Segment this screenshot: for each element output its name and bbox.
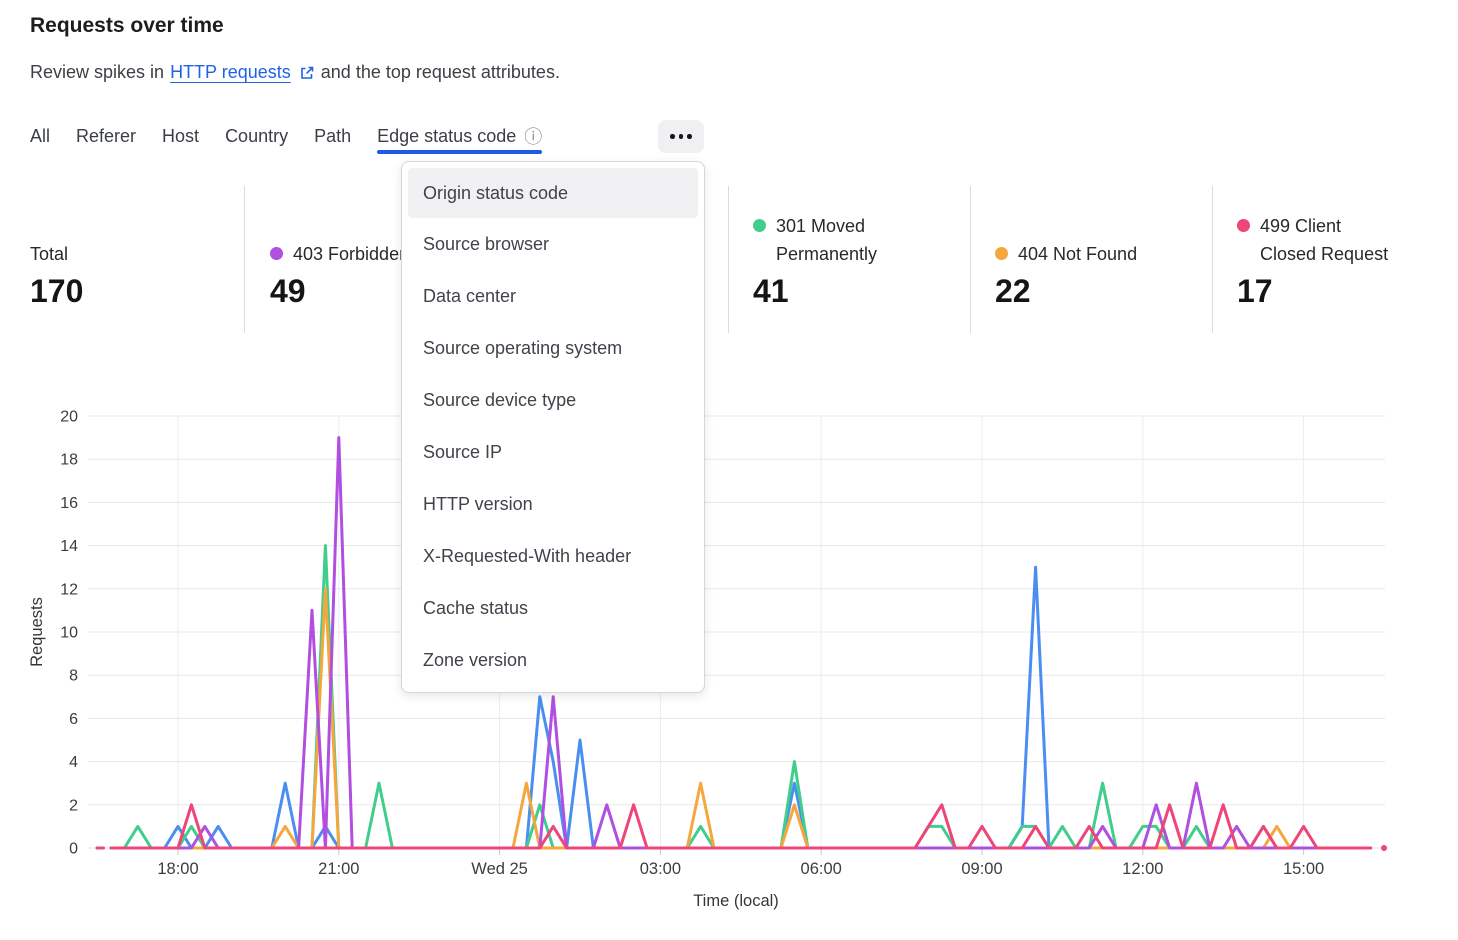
stat-value: 22 <box>995 273 1031 309</box>
dropdown-item-x-requested-with-header[interactable]: X-Requested-With header <box>423 546 632 566</box>
tab-referer[interactable]: Referer <box>76 125 137 146</box>
info-icon[interactable]: ⓘ <box>524 127 543 147</box>
tab-all[interactable]: All <box>30 125 51 146</box>
svg-text:0: 0 <box>69 841 78 858</box>
tab-country[interactable]: Country <box>225 125 289 146</box>
tab-path[interactable]: Path <box>314 125 352 146</box>
svg-text:20: 20 <box>60 409 78 426</box>
divider <box>244 186 245 333</box>
stat-label: Total <box>30 244 69 264</box>
stat-label: 404 Not Found <box>1018 244 1138 264</box>
legend-dot-404 <box>995 247 1008 260</box>
stat-value: 17 <box>1237 273 1273 309</box>
stat-total: Total 170 <box>30 198 260 312</box>
divider <box>1212 186 1213 333</box>
tab-host[interactable]: Host <box>162 125 200 146</box>
more-tabs-button[interactable] <box>658 120 704 153</box>
stat-label: 301 Moved Permanently <box>776 216 878 264</box>
legend-dot-499 <box>1237 219 1250 232</box>
dropdown-item-origin-status-code[interactable]: Origin status code <box>408 168 698 218</box>
stat-499-client-closed-request[interactable]: 499 Client Closed Request 17 <box>1237 198 1458 312</box>
page-title: Requests over time <box>30 14 224 37</box>
stat-404-not-found[interactable]: 404 Not Found 22 <box>995 198 1225 312</box>
svg-text:14: 14 <box>60 538 78 555</box>
subtitle-suffix: and the top request attributes. <box>320 62 560 82</box>
svg-text:18: 18 <box>60 452 78 469</box>
svg-text:06:00: 06:00 <box>801 860 842 878</box>
requests-time-series-chart: 0 2 4 6 8 10 12 14 16 18 20 18:00 21:00 Wed 25 03:00 06… <box>28 409 1387 910</box>
svg-text:16: 16 <box>60 495 78 512</box>
tab-edge-status-code[interactable]: Edge status code ⓘ <box>377 118 543 154</box>
stat-301-moved-permanently[interactable]: 301 Moved Permanently 41 <box>753 198 983 312</box>
stat-label: 403 Forbidden <box>293 244 410 264</box>
svg-text:03:00: 03:00 <box>640 860 681 878</box>
svg-text:6: 6 <box>69 711 78 728</box>
dropdown-item-data-center[interactable]: Data center <box>423 286 517 306</box>
subtitle: Review spikes in HTTP requests and the t… <box>30 62 560 83</box>
active-tab-underline <box>377 150 543 154</box>
divider <box>970 186 971 333</box>
svg-text:12:00: 12:00 <box>1122 860 1163 878</box>
svg-text:Wed 25: Wed 25 <box>471 860 528 878</box>
svg-text:4: 4 <box>69 754 78 771</box>
legend-dot-301 <box>753 219 766 232</box>
dropdown-item-source-operating-system[interactable]: Source operating system <box>423 338 623 358</box>
external-link-icon <box>299 65 315 81</box>
svg-text:18:00: 18:00 <box>157 860 198 878</box>
stat-label: 499 Client Closed Request <box>1260 216 1389 264</box>
requests-chart: 0 2 4 6 8 10 12 14 16 18 20 18:00 21:00 Wed 25 03:00 06… <box>0 400 1458 940</box>
ellipsis-icon <box>670 134 675 139</box>
svg-text:21:00: 21:00 <box>318 860 359 878</box>
stat-value: 170 <box>30 273 84 309</box>
divider <box>728 186 729 333</box>
legend-dot-403 <box>270 247 283 260</box>
svg-text:10: 10 <box>60 625 78 642</box>
svg-text:09:00: 09:00 <box>961 860 1002 878</box>
dropdown-item-source-ip[interactable]: Source IP <box>423 442 503 462</box>
svg-text:2: 2 <box>69 797 78 814</box>
svg-text:12: 12 <box>60 581 78 598</box>
svg-text:Requests: Requests <box>28 597 46 667</box>
http-requests-link[interactable]: HTTP requests <box>170 62 291 82</box>
attribute-dropdown-menu: Origin status code Source browser Data c… <box>401 161 705 693</box>
dropdown-item-source-device-type[interactable]: Source device type <box>423 390 577 410</box>
subtitle-prefix: Review spikes in <box>30 62 165 82</box>
attribute-tabs: All Referer Host Country Path Edge statu… <box>30 118 543 154</box>
stat-value: 41 <box>753 273 789 309</box>
dropdown-item-source-browser[interactable]: Source browser <box>423 234 550 254</box>
stat-value: 49 <box>270 273 306 309</box>
svg-text:8: 8 <box>69 668 78 685</box>
dropdown-item-http-version[interactable]: HTTP version <box>423 494 533 514</box>
dropdown-item-cache-status[interactable]: Cache status <box>423 598 529 618</box>
svg-text:15:00: 15:00 <box>1283 860 1324 878</box>
svg-text:Time (local): Time (local) <box>693 892 779 910</box>
dropdown-item-zone-version[interactable]: Zone version <box>423 650 528 670</box>
stat-403-forbidden[interactable]: 403 Forbidden 49 <box>270 198 500 312</box>
